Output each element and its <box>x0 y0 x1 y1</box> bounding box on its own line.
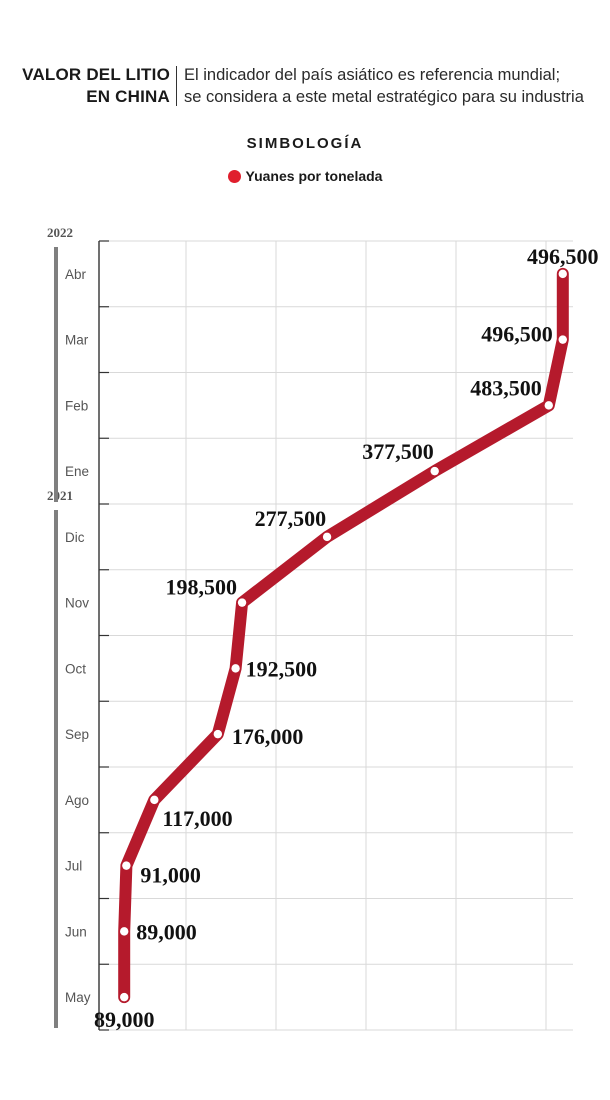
value-label-may: 89,000 <box>94 1007 155 1032</box>
data-point-jul <box>122 861 131 870</box>
month-label-jun: Jun <box>65 924 87 939</box>
data-point-ago <box>150 795 159 805</box>
value-label-oct: 192,500 <box>246 656 318 681</box>
chart-subtitle: El indicador del país asiático es refere… <box>184 64 604 108</box>
value-label-jul: 91,000 <box>140 863 201 888</box>
year-bar-2022 <box>54 247 58 502</box>
data-point-oct <box>231 664 240 673</box>
data-point-abr <box>558 269 567 279</box>
data-point-nov <box>237 598 247 607</box>
value-label-ago: 117,000 <box>162 806 232 831</box>
data-point-sep <box>213 729 223 739</box>
subtitle-line-2: se considera a este metal estratégico pa… <box>184 88 584 106</box>
month-label-mar: Mar <box>65 333 89 348</box>
month-label-feb: Feb <box>65 398 88 413</box>
year-bar-2021 <box>54 510 58 1028</box>
legend-item: Yuanes por tonelada <box>0 168 610 184</box>
month-label-oct: Oct <box>65 661 86 676</box>
value-label-sep: 176,000 <box>232 724 303 749</box>
value-label-jun: 89,000 <box>136 919 197 944</box>
month-label-jul: Jul <box>65 859 82 874</box>
month-label-nov: Nov <box>65 596 89 611</box>
title-line-2: EN CHINA <box>86 87 170 106</box>
data-point-mar <box>558 335 567 344</box>
month-label-dic: Dic <box>65 530 85 545</box>
title-separator <box>176 66 177 106</box>
legend-title: SIMBOLOGÍA <box>246 135 364 152</box>
legend-item-label: Yuanes por tonelada <box>245 168 383 184</box>
value-label-abr: 496,500 <box>527 244 599 269</box>
value-label-feb: 483,500 <box>470 375 542 400</box>
year-label-2021: 2021 <box>47 488 73 503</box>
value-label-ene: 377,500 <box>362 439 434 464</box>
data-point-ene <box>430 466 439 476</box>
value-label-nov: 198,500 <box>166 575 238 600</box>
month-label-ene: Ene <box>65 464 89 479</box>
month-label-may: May <box>65 990 91 1005</box>
value-label-mar: 496,500 <box>481 322 553 347</box>
chart-title: VALOR DEL LITIO EN CHINA <box>10 64 170 108</box>
data-point-dic <box>322 532 332 542</box>
data-point-may <box>120 992 129 1002</box>
legend-dot-icon <box>227 170 241 183</box>
year-label-2022: 2022 <box>47 225 73 240</box>
title-line-1: VALOR DEL LITIO <box>22 65 170 84</box>
subtitle-line-1: El indicador del país asiático es refere… <box>184 66 561 84</box>
value-label-dic: 277,500 <box>255 506 327 531</box>
chart-header: VALOR DEL LITIO EN CHINA El indicador de… <box>0 64 610 114</box>
data-point-jun <box>120 927 129 936</box>
series-line <box>118 267 569 1004</box>
month-label-abr: Abr <box>65 267 87 282</box>
month-label-sep: Sep <box>65 727 89 742</box>
month-label-ago: Ago <box>65 793 89 808</box>
data-point-feb <box>544 401 553 410</box>
